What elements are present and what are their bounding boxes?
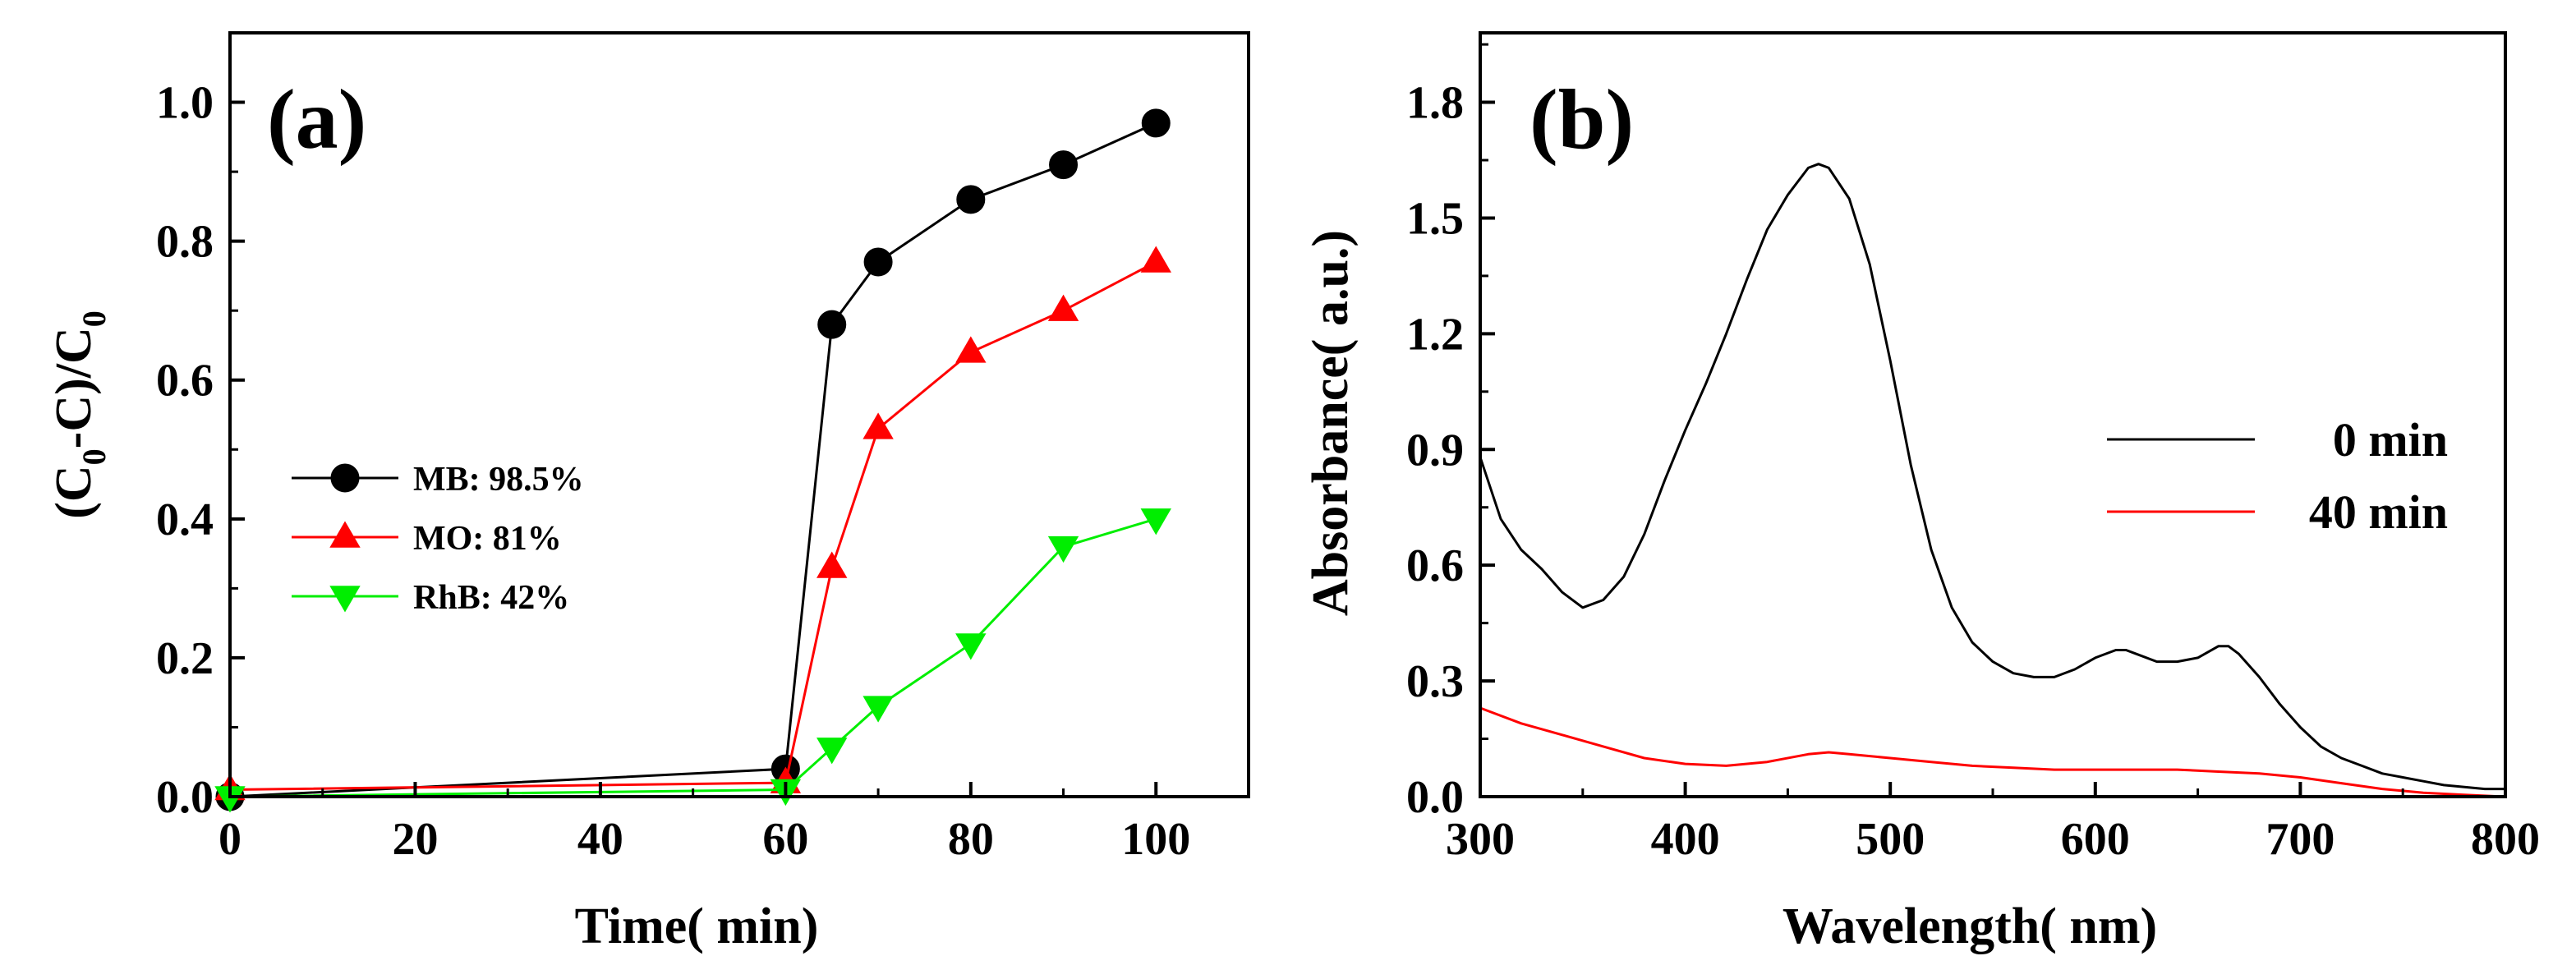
spectrum-line-0-min (1479, 163, 2505, 791)
y-tick-label: 1.2 (1406, 309, 1464, 360)
y-tick-label: 0.6 (156, 356, 214, 407)
data-point-RhB (1047, 535, 1079, 563)
series-line-MB (229, 122, 1157, 798)
data-point-MO (862, 412, 894, 439)
panel-b-label: (b) (1530, 72, 1634, 167)
y-tick-label: 0.2 (156, 633, 214, 684)
data-point-MO (955, 336, 987, 363)
y-title-open: (C (46, 465, 102, 518)
x-tick-label: 100 (1121, 814, 1190, 865)
x-tick-label: 700 (2266, 814, 2334, 865)
panel-b-y-axis-title: Absorbance( a.u.) (1303, 230, 1359, 616)
panel-a-y-axis-title: (C0-C)/C0 (46, 310, 113, 519)
panel-b-ticks: 300 400 500 600 700 800 0.0 0.3 0.6 0.9 1.2 1.5 1.8 (1406, 43, 2540, 865)
data-point-MO (1140, 246, 1171, 273)
x-tick-label: 400 (1651, 814, 1720, 865)
panel-a-x-axis-title: Time( min) (575, 899, 819, 954)
y-tick-label: 0.0 (1406, 772, 1464, 823)
legend-label-MB: MB: 98.5% (413, 461, 584, 499)
x-tick-label: 0 (218, 814, 242, 865)
panel-a: 0 20 40 60 80 100 0.0 0.2 0.4 0.6 0.8 1.0 (a) Time(… (46, 31, 1250, 954)
data-point-RhB (214, 786, 246, 813)
data-point-MB (817, 310, 847, 339)
legend-label-40-min: 40 min (2309, 485, 2448, 539)
data-point-MB (1141, 108, 1171, 138)
panel-a-frame (228, 31, 1250, 798)
x-tick-label: 800 (2471, 814, 2540, 865)
y-tick-label: 0.8 (156, 217, 214, 268)
data-point-MO (1047, 294, 1079, 321)
y-title-sub2: 0 (76, 310, 113, 327)
data-point-RhB (955, 633, 987, 660)
panel-b-x-axis-title: Wavelength( nm) (1782, 899, 2157, 954)
legend-marker-MB (330, 463, 360, 493)
x-tick-label: 600 (2061, 814, 2130, 865)
y-title-sub1: 0 (76, 448, 113, 465)
x-tick-label: 60 (762, 814, 808, 865)
panel-a-plot-area (214, 108, 1171, 813)
y-tick-label: 1.5 (1406, 193, 1464, 244)
data-point-MB (863, 247, 893, 277)
legend-label-MO: MO: 81% (413, 520, 562, 558)
x-tick-label: 20 (392, 814, 438, 865)
panel-a-ticks: 0 20 40 60 80 100 0.0 0.2 0.4 0.6 0.8 1.0 (156, 31, 1190, 865)
y-tick-label: 0.0 (156, 772, 214, 823)
y-tick-label: 0.3 (1406, 656, 1464, 707)
series-line-RhB (229, 517, 1157, 798)
panel-a-label: (a) (267, 72, 366, 167)
data-point-MO (816, 551, 848, 578)
legend-label-RhB: RhB: 42% (413, 579, 569, 617)
panel-b-legend: 0 min 40 min (2107, 413, 2448, 539)
y-tick-label: 1.0 (156, 78, 214, 129)
panel-a-legend: MB: 98.5% MO: 81% RhB: 42% (292, 461, 584, 617)
data-point-RhB (816, 738, 848, 765)
data-point-RhB (862, 696, 894, 723)
series-line-MO (229, 260, 1157, 792)
data-point-MB (956, 185, 986, 214)
x-tick-label: 300 (1446, 814, 1515, 865)
legend-label-0-min: 0 min (2333, 413, 2448, 467)
x-tick-label: 500 (1856, 814, 1925, 865)
y-tick-label: 0.4 (156, 494, 214, 545)
y-title-mid: -C)/C (46, 327, 102, 448)
x-tick-label: 40 (577, 814, 623, 865)
y-tick-label: 0.9 (1406, 425, 1464, 476)
y-tick-label: 0.6 (1406, 540, 1464, 591)
data-point-MB (1049, 150, 1079, 180)
y-tick-label: 1.8 (1406, 78, 1464, 129)
legend-marker-MO (329, 521, 361, 548)
x-tick-label: 80 (948, 814, 994, 865)
panel-b: 300 400 500 600 700 8000.00.30.60.91.21.51.8 … (1303, 31, 2540, 954)
legend-marker-RhB (329, 586, 361, 613)
panel-b-plot-area (1479, 163, 2506, 798)
data-point-RhB (1140, 508, 1171, 535)
spectrum-line-40-min (1479, 706, 2506, 798)
